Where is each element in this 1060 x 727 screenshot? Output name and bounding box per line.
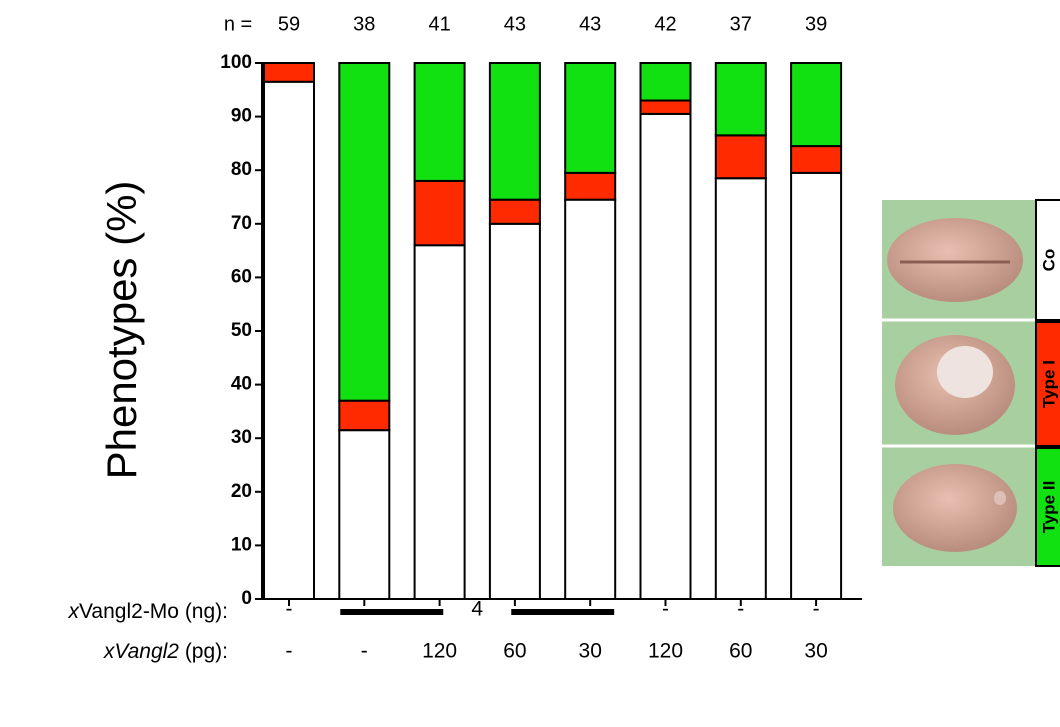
pg-cell: 60 [503,640,526,663]
bar-segment [565,200,615,599]
row-label: xVangl2 (pg): [103,640,228,663]
embryo-image [937,346,993,398]
mo-cell: 4 [471,598,483,621]
bar-segment [339,401,389,430]
legend-label: Type I [1039,360,1058,408]
bar-segment [791,146,841,173]
pg-cell: - [286,640,293,663]
bar-segment [716,135,766,178]
n-value: 38 [353,13,375,35]
bar-segment [490,200,540,224]
bar-segment [641,114,691,599]
embryo-image [994,491,1006,505]
mo-cell: - [662,598,669,621]
y-tick-label: 0 [241,588,252,609]
bar-segment [415,63,465,181]
mo-cell: - [286,598,293,621]
mo-cell: - [737,598,744,621]
legend-label: Type II [1039,481,1058,534]
bar-segment [264,82,314,599]
pg-cell: - [361,640,368,663]
bar-segment [716,178,766,599]
n-value: 39 [805,13,827,35]
row-label-text: Vangl2-Mo (ng): [79,600,228,623]
bar-segment [339,63,389,401]
y-tick-label: 50 [231,320,252,341]
bar-segment [490,63,540,200]
mo-cell: - [813,598,820,621]
row-label: xVangl2-Mo (ng): [67,600,228,623]
y-tick-label: 90 [231,106,252,127]
y-tick-label: 20 [231,481,252,502]
y-tick-label: 40 [231,374,252,395]
y-tick-label: 60 [231,266,252,287]
bar-segment [791,173,841,599]
bar-segment [791,63,841,146]
bar-segment [415,245,465,599]
row-label-text: (pg): [179,640,228,663]
pg-cell: 30 [579,640,602,663]
n-value: 43 [504,13,526,35]
n-value: 59 [278,13,300,35]
chart: Phenotypes (%) n = 0 10 20 30 40 50 60 70 80 90 10… [0,0,1060,727]
bar-segment [716,63,766,135]
n-value: 42 [654,13,676,35]
bar-segment [415,181,465,245]
bar-segment [490,224,540,599]
n-value: 37 [730,13,752,35]
bar-segment [641,63,691,101]
n-value: 41 [428,13,450,35]
y-tick-label: 100 [220,52,252,73]
legend-label: Co [1039,249,1058,272]
pg-cell: 120 [648,640,683,663]
embryo-image [893,464,1017,552]
n-label: n = [224,13,252,35]
bar-segment [565,173,615,200]
pg-cell: 30 [804,640,827,663]
y-tick-label: 70 [231,213,252,234]
n-value: 43 [579,13,601,35]
y-tick-label: 30 [231,427,252,448]
row-label-italic: xVangl2 [103,640,179,663]
pg-cell: 120 [422,640,457,663]
y-tick-label: 80 [231,159,252,180]
y-axis-label: Phenotypes (%) [98,181,145,480]
y-tick-label: 10 [231,534,252,555]
bar-segment [565,63,615,173]
legend-panel [882,200,1060,566]
bar-segment [264,63,314,82]
embryo-image [887,218,1023,302]
bar-segment [641,101,691,114]
pg-cell: 60 [729,640,752,663]
bar-segment [339,430,389,599]
